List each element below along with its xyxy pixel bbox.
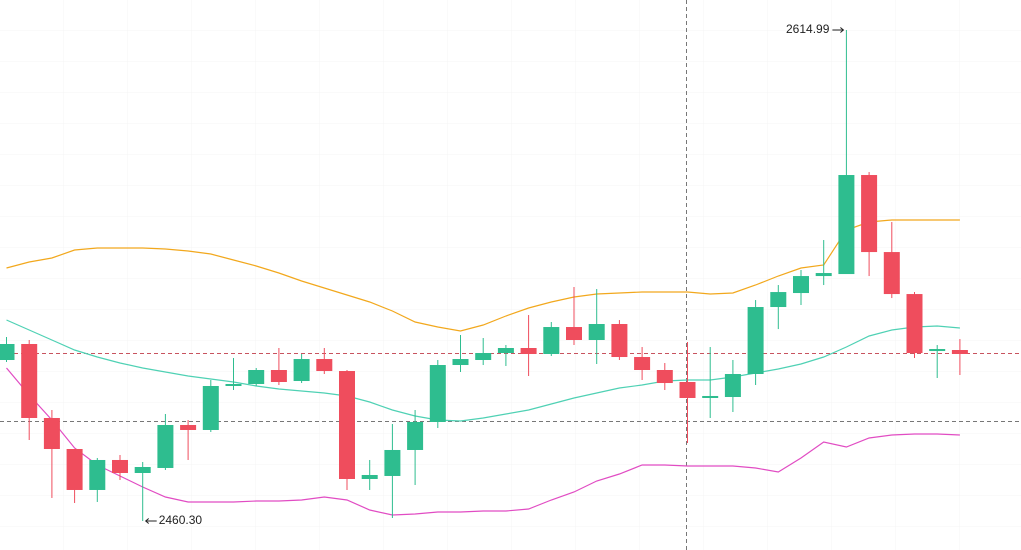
candle-body	[838, 175, 855, 275]
candle-body	[588, 324, 605, 341]
candle-body	[429, 365, 446, 422]
candle-body	[475, 353, 492, 361]
candle-body	[384, 449, 401, 476]
candle-body	[634, 357, 651, 370]
candle-body	[43, 417, 60, 450]
candle-body	[0, 344, 15, 361]
candle-body	[679, 381, 696, 398]
candle-body	[361, 474, 378, 479]
candle-body	[883, 252, 900, 295]
candle-body	[929, 349, 946, 352]
band-line	[6, 319, 960, 422]
candle-body	[202, 385, 219, 430]
candle-body	[157, 425, 174, 468]
candle-body	[724, 373, 741, 398]
candle-body	[520, 348, 537, 355]
candle-body	[861, 175, 878, 253]
candle-body	[225, 383, 242, 386]
candle-body	[770, 292, 787, 308]
candle-body	[656, 369, 673, 384]
candle-body	[407, 421, 424, 450]
candle-body	[497, 348, 514, 354]
candle-body	[270, 369, 287, 382]
arrow	[144, 518, 157, 524]
candle-body	[66, 449, 83, 490]
candle-body	[89, 459, 106, 490]
candle-body	[951, 350, 968, 355]
candle-body	[339, 371, 355, 479]
candle-body	[793, 276, 809, 294]
candle-body	[452, 359, 469, 366]
candle-body	[293, 359, 310, 382]
candle-body	[906, 294, 923, 354]
candle-body	[815, 273, 832, 277]
candle-body	[747, 307, 764, 374]
band-line	[6, 219, 960, 332]
max-label: 2614.99	[786, 22, 830, 36]
candle-body	[543, 327, 560, 355]
candle-body	[134, 466, 151, 473]
min-label: 2460.30	[159, 513, 203, 527]
candle-body	[112, 459, 128, 473]
candle-body	[248, 369, 265, 384]
candle-body	[702, 395, 719, 398]
candle-body	[611, 324, 628, 358]
candle-body	[566, 327, 582, 341]
candle-body	[316, 359, 333, 372]
candle-body	[21, 344, 38, 418]
candle-body	[180, 425, 197, 430]
arrow	[832, 27, 845, 33]
band-line	[6, 367, 960, 516]
